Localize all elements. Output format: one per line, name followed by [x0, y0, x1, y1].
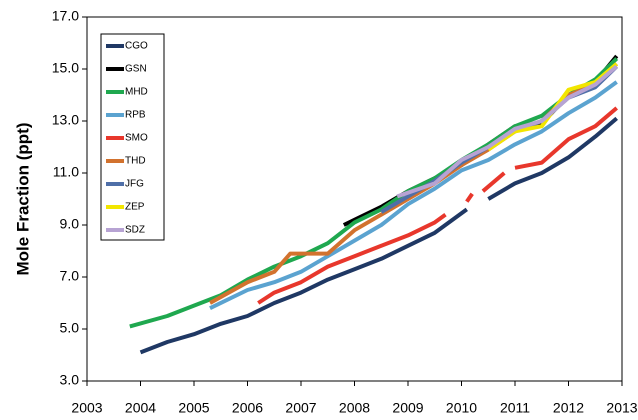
x-tick-label: 2003 [71, 400, 102, 416]
legend-label: CGO [125, 41, 148, 52]
series-line [342, 54, 619, 227]
y-tick-label: 5.0 [60, 320, 80, 336]
x-tick-label: 2005 [178, 400, 209, 416]
y-tick-label: 3.0 [60, 372, 80, 388]
x-tick-label: 2012 [553, 400, 584, 416]
y-tick-label: 17.0 [52, 8, 79, 24]
y-tick-label: 7.0 [60, 268, 80, 284]
series-line [139, 116, 618, 355]
legend-label: JFG [125, 179, 144, 190]
legend-label: GSN [125, 64, 147, 75]
legend-label: SMO [125, 133, 148, 144]
y-tick-label: 9.0 [60, 216, 80, 232]
x-tick-label: 2009 [392, 400, 423, 416]
y-tick-label: 11.0 [53, 164, 79, 180]
x-tick-label: 2006 [232, 400, 263, 416]
series-line [396, 64, 618, 199]
x-tick-label: 2008 [339, 400, 370, 416]
series-line [209, 80, 618, 310]
x-tick-label: 2004 [125, 400, 156, 416]
legend-label: THD [125, 156, 146, 167]
series-line [257, 106, 618, 305]
legend-label: ZEP [125, 202, 145, 213]
y-tick-label: 13.0 [52, 112, 79, 128]
x-tick-label: 2013 [606, 400, 637, 416]
series-line [129, 57, 619, 329]
x-tick-label: 2010 [446, 400, 477, 416]
legend-label: MHD [125, 87, 148, 98]
legend-label: RPB [125, 110, 146, 121]
y-axis-label: Mole Fraction (ppt) [13, 123, 32, 276]
plot-frame [86, 16, 623, 382]
x-tick-label: 2007 [285, 400, 316, 416]
y-tick-label: 15.0 [52, 60, 79, 76]
x-tick-label: 2011 [500, 400, 530, 416]
legend-label: SDZ [125, 225, 145, 236]
